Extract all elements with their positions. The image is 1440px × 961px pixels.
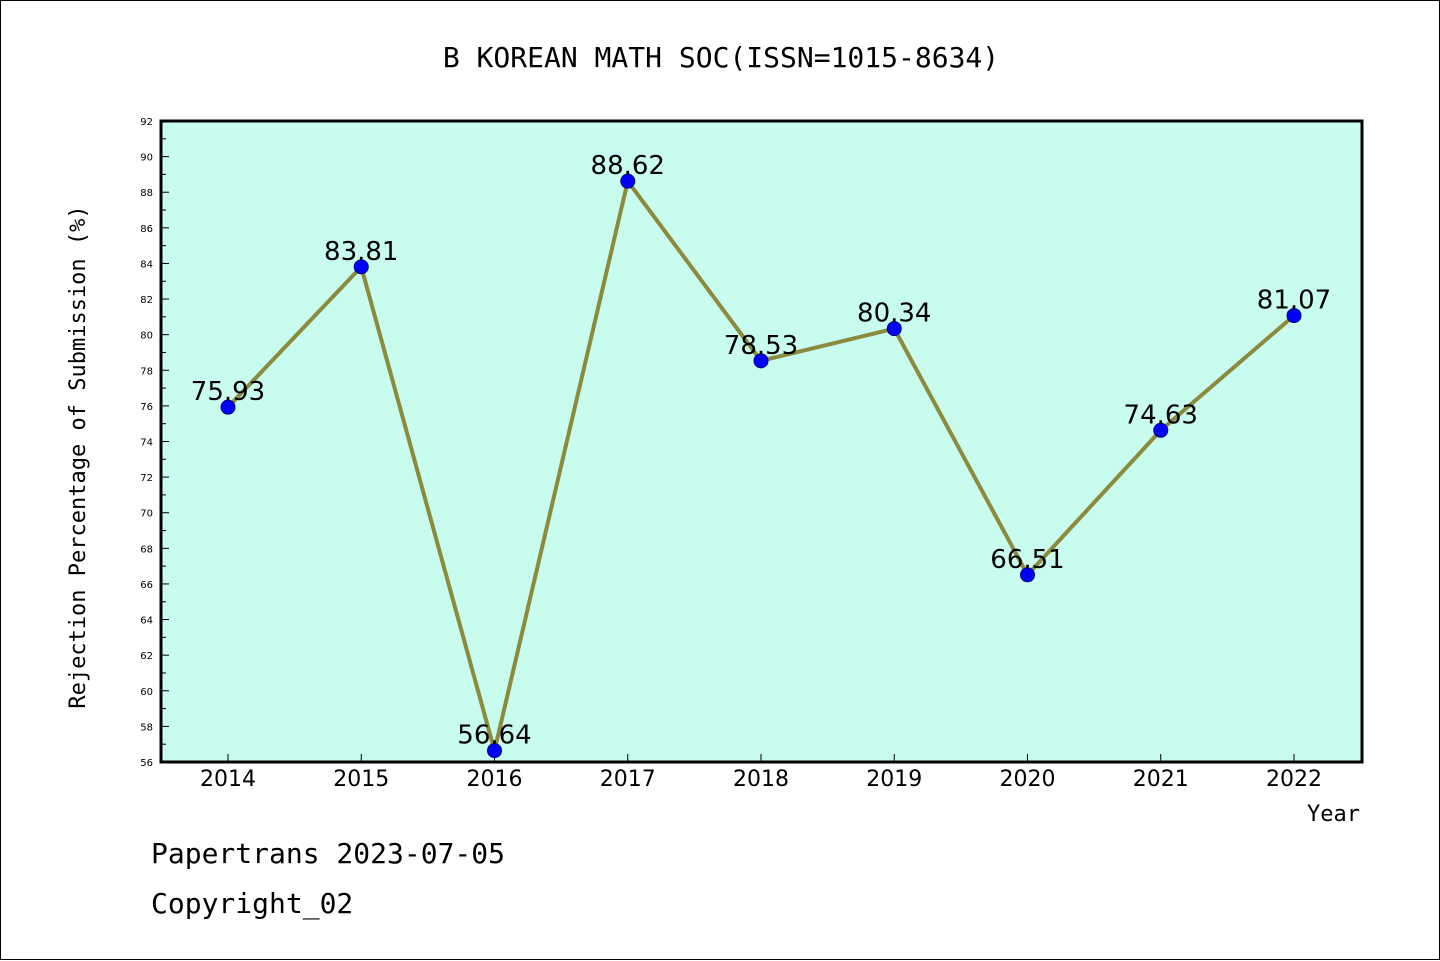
y-tick-label: 58 [140, 722, 153, 733]
data-point [1153, 422, 1169, 438]
y-tick-label: 86 [140, 224, 153, 235]
data-point [220, 399, 236, 415]
data-label: 56.64 [457, 721, 531, 751]
y-tick-label: 60 [140, 687, 153, 698]
x-tick-label: 2016 [467, 767, 523, 792]
data-point [620, 173, 636, 189]
x-tick-label: 2017 [600, 767, 656, 792]
data-label: 83.81 [324, 237, 398, 267]
y-axis-label: Rejection Percentage of Submission (%) [66, 205, 91, 708]
data-label: 78.53 [724, 331, 798, 361]
plot-area [161, 121, 1362, 762]
data-point [487, 743, 502, 759]
x-tick-label: 2019 [866, 767, 922, 792]
y-tick-label: 82 [140, 295, 153, 306]
y-tick-label: 92 [140, 117, 153, 128]
y-tick-label: 62 [140, 651, 153, 662]
x-tick-label: 2015 [333, 767, 389, 792]
y-tick-label: 84 [140, 259, 153, 270]
x-axis-label: Year [1307, 802, 1360, 827]
y-tick-label: 70 [140, 509, 153, 520]
plot-border [159, 119, 1364, 764]
y-tick-label: 56 [140, 758, 153, 769]
y-tick-label: 66 [140, 580, 153, 591]
x-tick-label: 2021 [1133, 767, 1189, 792]
y-axis: 56 58 60 62 64 66 68 70 72 74 76 78 80 82 84 86 88 90 92 [140, 117, 169, 769]
footer-line-2: Copyright_02 [151, 887, 354, 920]
data-point [1020, 567, 1035, 583]
data-point [353, 259, 369, 275]
data-label: 66.51 [990, 545, 1064, 575]
data-label: 74.63 [1124, 400, 1198, 430]
y-tick-label: 68 [140, 544, 153, 555]
y-tick-label: 88 [140, 188, 153, 199]
y-tick-label: 76 [140, 402, 153, 413]
data-labels: 75.93 83.81 56.64 88.62 78.53 80.34 66.51 74.63… [191, 151, 1331, 750]
data-label: 75.93 [191, 377, 265, 407]
chart-title: B KOREAN MATH SOC(ISSN=1015-8634) [443, 41, 999, 74]
y-tick-label: 64 [140, 616, 153, 627]
y-tick-label: 74 [140, 438, 153, 449]
x-axis: 2014 2015 2016 2017 2018 2019 2020 2021 2022 [200, 754, 1322, 792]
x-tick-label: 2020 [1000, 767, 1056, 792]
y-tick-label: 72 [140, 473, 153, 484]
x-tick-label: 2018 [733, 767, 789, 792]
footer-line-1: Papertrans 2023-07-05 [151, 837, 506, 870]
data-label: 80.34 [857, 299, 931, 329]
data-point [1286, 308, 1302, 324]
x-tick-label: 2022 [1266, 767, 1322, 792]
x-tick-label: 2014 [200, 767, 256, 792]
data-label: 81.07 [1257, 286, 1331, 316]
data-point [886, 321, 902, 337]
y-tick-label: 80 [140, 331, 153, 342]
data-points [220, 173, 1302, 759]
y-tick-label: 78 [140, 366, 153, 377]
y-tick-label: 90 [140, 153, 153, 164]
data-label: 88.62 [591, 151, 665, 181]
data-point [753, 353, 769, 369]
